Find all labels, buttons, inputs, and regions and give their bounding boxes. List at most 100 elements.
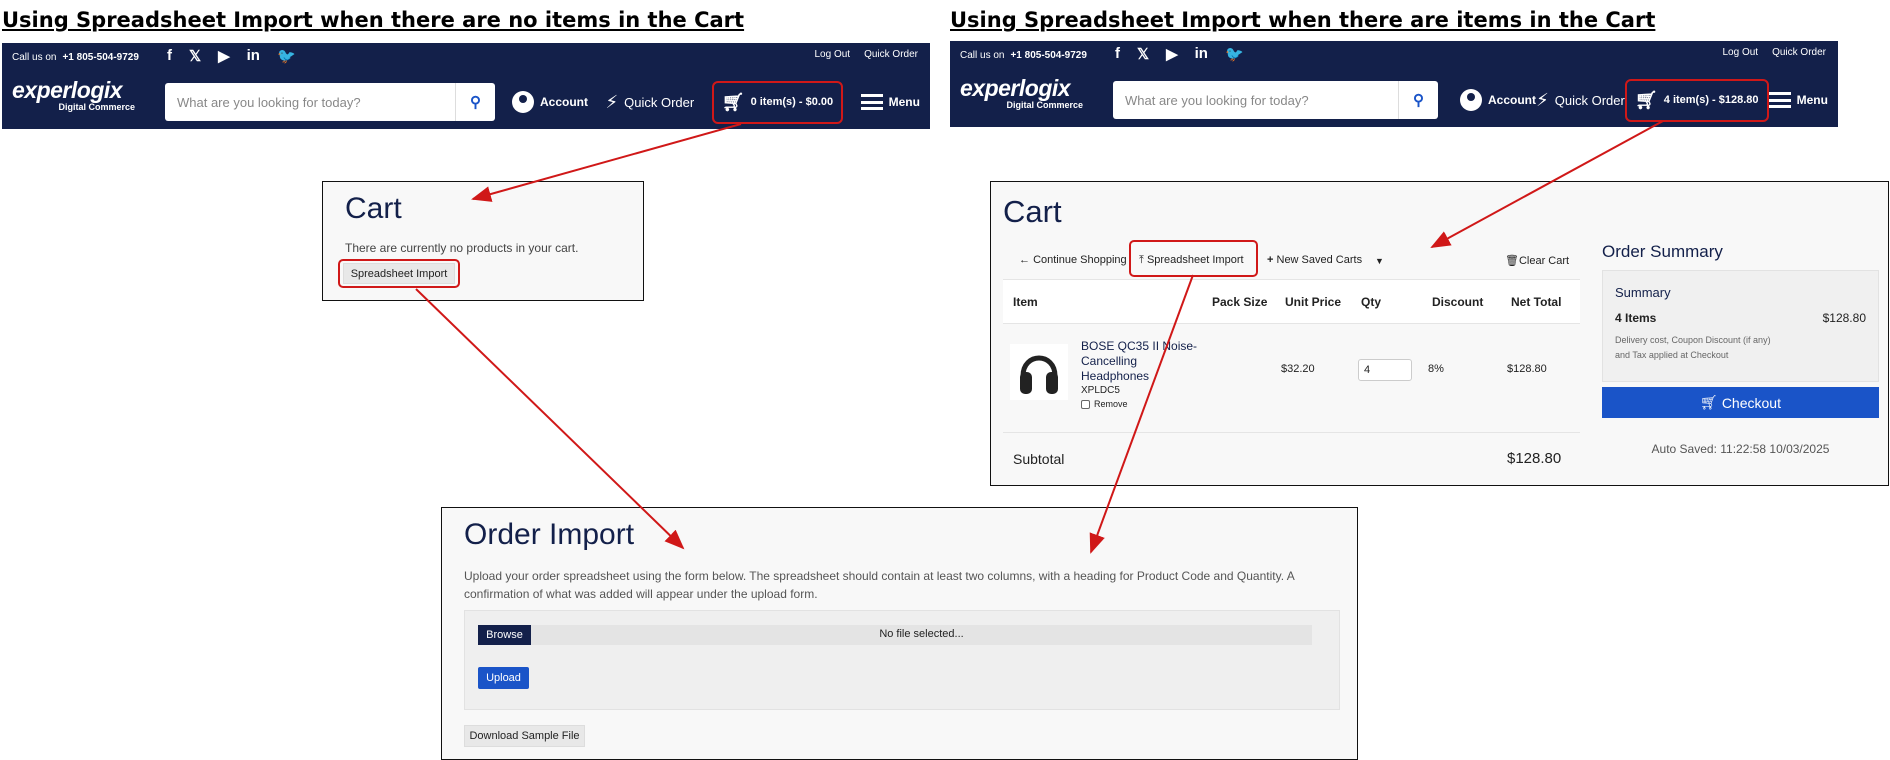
search-bar[interactable]: What are you looking for today? ⚲ — [165, 83, 495, 121]
page-title: Order Import — [464, 518, 635, 551]
menu-button[interactable]: Menu — [860, 94, 920, 110]
account-button[interactable]: Account — [512, 91, 588, 113]
name-line: BOSE QC35 II Noise- — [1081, 339, 1198, 353]
summary-total: $128.80 — [1822, 311, 1866, 325]
divider — [1003, 432, 1580, 433]
col-net-total: Net Total — [1511, 295, 1562, 309]
call-us: Call us on +1 805-504-9729 — [12, 49, 139, 65]
subtotal-value: $128.80 — [1507, 450, 1562, 467]
search-icon[interactable]: ⚲ — [1398, 81, 1438, 119]
remove-checkbox[interactable]: Remove — [1081, 399, 1128, 409]
cart-summary: 4 item(s) - $128.80 — [1663, 94, 1759, 106]
logo[interactable]: experlogix Digital Commerce — [12, 77, 147, 112]
auto-saved: Auto Saved: 11:22:58 10/03/2025 — [1651, 442, 1830, 456]
order-import-panel: Order Import Upload your order spreadshe… — [441, 507, 1358, 760]
col-unit-price: Unit Price — [1285, 295, 1342, 309]
bolt-icon: ⚡︎ — [605, 91, 619, 112]
net-total: $128.80 — [1507, 363, 1547, 375]
account-label: Account — [540, 95, 588, 109]
clear-label: Clear Cart — [1518, 255, 1570, 267]
name-line: Cancelling — [1081, 354, 1138, 368]
checkbox[interactable] — [1081, 399, 1090, 409]
quick-order-button[interactable]: ⚡︎ Quick Order — [1536, 90, 1625, 111]
search-bar[interactable]: What are you looking for today? ⚲ — [1113, 81, 1438, 119]
upload-button[interactable]: Upload — [478, 667, 529, 689]
unit-price: $32.20 — [1281, 363, 1315, 375]
continue-shopping-button[interactable]: ← Continue Shopping — [1019, 254, 1127, 266]
facebook-icon[interactable]: f — [167, 47, 172, 64]
x-icon[interactable]: 𝕏 — [1137, 46, 1150, 63]
quick-order-link[interactable]: Quick Order — [1772, 47, 1826, 58]
twitter-icon[interactable]: 🐦 — [1224, 46, 1244, 63]
menu-label: Menu — [1796, 93, 1828, 107]
quick-order-label: Quick Order — [1554, 92, 1625, 108]
clear-cart-button[interactable]: 🗑︎Clear Cart — [1505, 254, 1569, 267]
phone-link[interactable]: +1 805-504-9729 — [62, 51, 139, 63]
note-line: Delivery cost, Coupon Discount (if any) — [1615, 335, 1771, 345]
order-summary-heading: Order Summary — [1602, 242, 1723, 261]
linkedin-icon[interactable]: in — [246, 47, 260, 64]
download-sample-button[interactable]: Download Sample File — [464, 725, 585, 747]
call-us: Call us on +1 805-504-9729 — [960, 47, 1087, 63]
product-name[interactable]: BOSE QC35 II Noise- Cancelling Headphones — [1081, 339, 1197, 384]
import-label: Spreadsheet Import — [1146, 254, 1244, 266]
cart-icon: 🛒︎ — [1634, 89, 1658, 110]
logo[interactable]: experlogix Digital Commerce — [960, 75, 1095, 110]
page-title: Cart — [1003, 194, 1062, 229]
phone-link[interactable]: +1 805-504-9729 — [1010, 49, 1087, 61]
logo-sub: Digital Commerce — [58, 102, 135, 112]
search-icon[interactable]: ⚲ — [455, 83, 495, 121]
twitter-icon[interactable]: 🐦 — [276, 48, 296, 65]
import-description: Upload your order spreadsheet using the … — [464, 567, 1295, 603]
col-pack-size: Pack Size — [1212, 295, 1268, 309]
account-icon — [1460, 89, 1482, 111]
cart-button[interactable]: 🛒︎ 4 item(s) - $128.80 — [1624, 78, 1769, 122]
continue-label: Continue Shopping — [1033, 254, 1127, 266]
new-saved-label: New Saved Carts — [1276, 254, 1363, 266]
logo-sub: Digital Commerce — [1006, 100, 1083, 110]
menu-icon — [860, 94, 883, 110]
facebook-icon[interactable]: f — [1115, 45, 1120, 62]
cart-summary: 0 item(s) - $0.00 — [750, 96, 834, 108]
product-code: XPLDC5 — [1081, 385, 1120, 396]
quick-order-link[interactable]: Quick Order — [864, 49, 918, 60]
site-header-empty: Call us on +1 805-504-9729 f 𝕏 ▶ in 🐦 Log Out… — [2, 43, 930, 129]
search-input[interactable]: What are you looking for today? — [1125, 92, 1309, 108]
file-input[interactable] — [478, 625, 1312, 645]
cart-panel: Cart ← Continue Shopping ⤒ Spreadsheet I… — [990, 181, 1889, 486]
quick-order-button[interactable]: ⚡︎ Quick Order — [606, 92, 695, 113]
discount: 8% — [1428, 363, 1444, 375]
col-discount: Discount — [1432, 295, 1484, 309]
product-image[interactable] — [1010, 344, 1068, 400]
log-out-link[interactable]: Log Out — [814, 49, 851, 60]
log-out-link[interactable]: Log Out — [1722, 47, 1759, 58]
site-header-filled: Call us on +1 805-504-9729 f 𝕏 ▶ in 🐦 Log Out… — [950, 41, 1838, 127]
checkout-button[interactable]: 🛒︎ Checkout — [1602, 387, 1879, 418]
caret-down-icon[interactable]: ▼ — [1375, 256, 1384, 266]
name-line: Headphones — [1081, 369, 1150, 383]
search-input[interactable]: What are you looking for today? — [177, 94, 361, 110]
upload-form: Browse No file selected... Upload — [464, 610, 1340, 710]
empty-cart-message: There are currently no products in your … — [345, 241, 579, 255]
spreadsheet-import-button[interactable]: Spreadsheet Import — [343, 263, 455, 284]
cart-button[interactable]: 🛒︎ 0 item(s) - $0.00 — [711, 80, 844, 124]
menu-icon — [1768, 92, 1791, 108]
section-title-empty-cart: Using Spreadsheet Import when there are … — [2, 8, 745, 32]
menu-button[interactable]: Menu — [1768, 92, 1828, 108]
account-button[interactable]: Account — [1460, 89, 1536, 111]
remove-label: Remove — [1094, 399, 1128, 409]
qty-input[interactable]: 4 — [1358, 359, 1412, 381]
account-icon — [512, 91, 534, 113]
new-saved-carts-button[interactable]: + New Saved Carts — [1267, 254, 1362, 266]
linkedin-icon[interactable]: in — [1194, 45, 1208, 62]
call-label: Call us on — [960, 49, 1005, 61]
browse-button[interactable]: Browse — [478, 625, 531, 645]
summary-title: Summary — [1615, 285, 1671, 300]
desc-line: confirmation of what was added will appe… — [464, 587, 818, 601]
spreadsheet-import-button[interactable]: ⤒ Spreadsheet Import — [1139, 254, 1244, 267]
youtube-icon[interactable]: ▶ — [218, 48, 230, 65]
note-line: and Tax applied at Checkout — [1615, 350, 1729, 360]
x-icon[interactable]: 𝕏 — [189, 48, 202, 65]
summary-note: Delivery cost, Coupon Discount (if any) a… — [1615, 333, 1771, 363]
youtube-icon[interactable]: ▶ — [1166, 46, 1178, 63]
